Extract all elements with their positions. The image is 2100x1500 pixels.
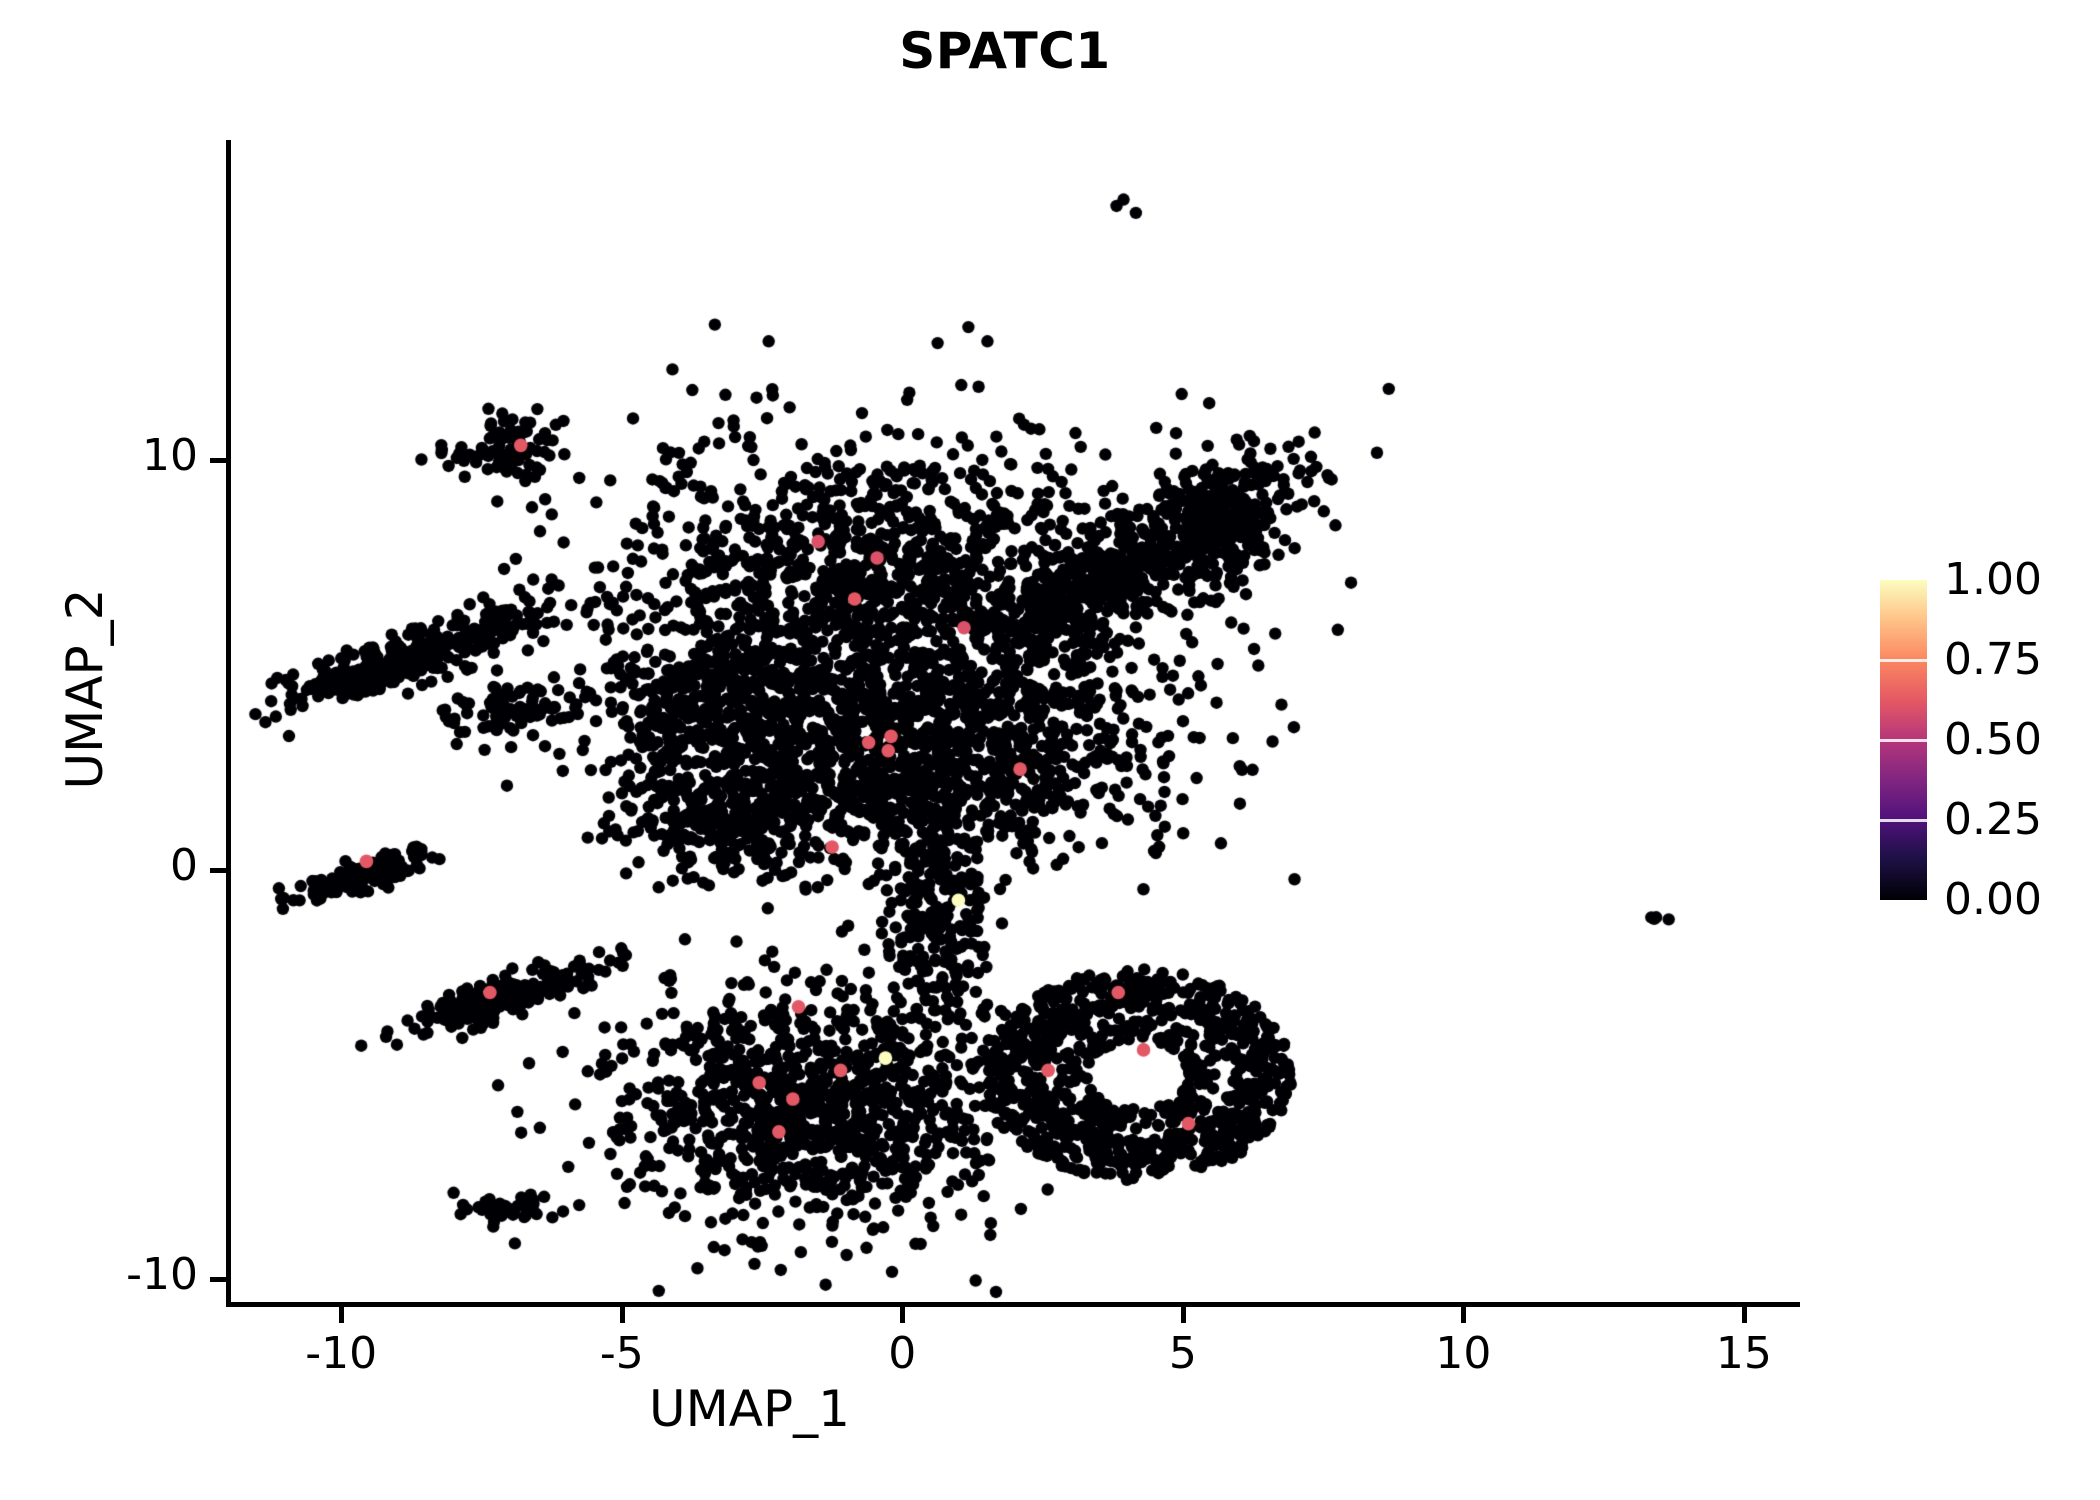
colorbar-tick-mark xyxy=(1880,819,1927,822)
x-tick-label: 10 xyxy=(1435,1328,1492,1379)
colorbar-tick-label: 1.00 xyxy=(1944,554,2042,605)
x-tick-mark xyxy=(339,1307,345,1323)
x-axis-spine xyxy=(226,1302,1800,1307)
x-tick-label: 5 xyxy=(1168,1328,1197,1379)
x-tick-label: 15 xyxy=(1715,1328,1772,1379)
y-tick-mark xyxy=(210,867,226,873)
x-tick-label: -10 xyxy=(305,1328,378,1379)
y-axis-title: UMAP_2 xyxy=(56,588,114,790)
x-tick-mark xyxy=(1180,1307,1186,1323)
colorbar-tick-label: 0.50 xyxy=(1944,714,2042,765)
x-axis-title: UMAP_1 xyxy=(649,1380,850,1438)
y-tick-mark xyxy=(210,457,226,463)
x-tick-mark xyxy=(1741,1307,1747,1323)
colorbar-tick-label: 0.25 xyxy=(1944,794,2042,845)
colorbar-tick-mark xyxy=(1880,659,1927,662)
colorbar: 1.00 0.75 0.50 0.25 0.00 xyxy=(1880,558,2080,922)
y-tick-mark xyxy=(210,1277,226,1283)
x-tick-mark xyxy=(619,1307,625,1323)
colorbar-tick-mark xyxy=(1880,739,1927,742)
y-axis-spine xyxy=(226,140,231,1307)
x-tick-mark xyxy=(900,1307,906,1323)
y-tick-label: 10 xyxy=(142,429,198,481)
y-tick-label: 0 xyxy=(170,839,198,891)
x-tick-mark xyxy=(1461,1307,1467,1323)
colorbar-tick-label: 0.75 xyxy=(1944,634,2042,685)
colorbar-tick-label: 0.00 xyxy=(1944,874,2042,925)
x-tick-label: 0 xyxy=(888,1328,917,1379)
y-tick-label: -10 xyxy=(126,1249,198,1301)
x-tick-label: -5 xyxy=(599,1328,644,1379)
